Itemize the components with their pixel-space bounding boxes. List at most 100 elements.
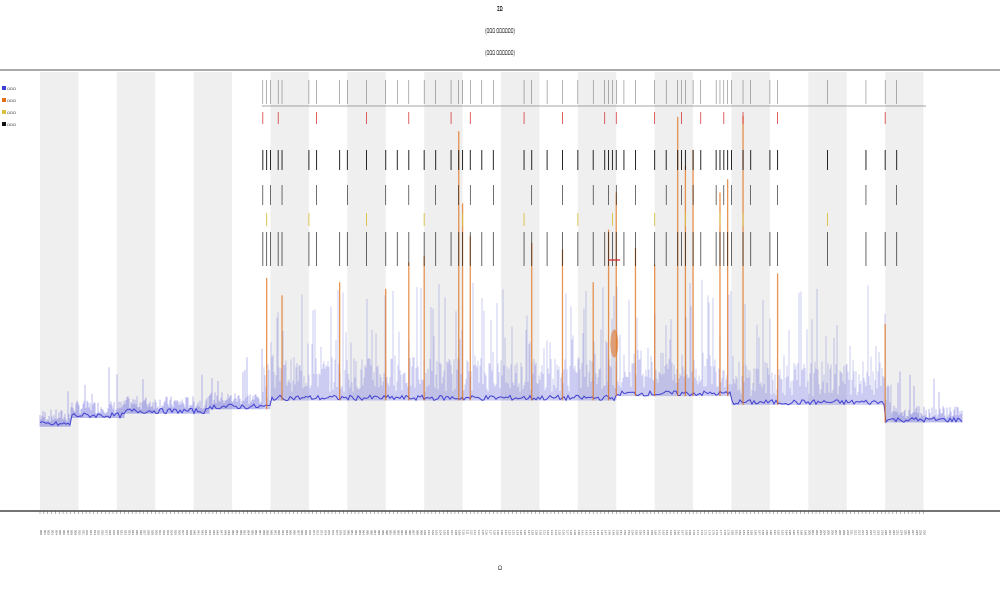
x-tick-label: 023 <box>127 530 131 535</box>
x-tick-label: 054 <box>246 530 250 535</box>
x-tick-label: 162 <box>661 530 665 535</box>
x-tick-label: 141 <box>581 530 585 535</box>
x-tick-label: 124 <box>515 530 519 535</box>
x-tick-label: 017 <box>104 530 108 535</box>
x-tick-label: 014 <box>93 530 97 535</box>
x-tick-label: 140 <box>577 530 581 535</box>
x-tick-label: 018 <box>108 530 112 535</box>
legend-swatch <box>2 86 6 90</box>
x-tick-label: 191 <box>773 530 777 535</box>
x-tick-label: 181 <box>734 530 738 535</box>
x-tick-label: 195 <box>788 530 792 535</box>
legend-swatch <box>2 98 6 102</box>
x-tick-label: 053 <box>243 530 247 535</box>
x-tick-label: 188 <box>761 530 765 535</box>
x-tick-label: 123 <box>512 530 516 535</box>
x-tick-label: 019 <box>112 530 116 535</box>
x-tick-label: 166 <box>677 530 681 535</box>
x-tick-label: 225 <box>903 530 907 535</box>
x-tick-label: 138 <box>569 530 573 535</box>
x-tick-label: 038 <box>185 530 189 535</box>
x-tick-label: 177 <box>719 530 723 535</box>
x-tick-label: 000 <box>39 530 43 535</box>
legend: ΩΩΩ ΩΩΩ ΩΩΩ ΩΩΩ <box>2 82 16 130</box>
x-tick-label: 030 <box>154 530 158 535</box>
x-tick-label: 163 <box>665 530 669 535</box>
x-tick-label: 022 <box>124 530 128 535</box>
x-tick-label: 056 <box>254 530 258 535</box>
x-tick-label: 108 <box>454 530 458 535</box>
x-tick-label: 099 <box>419 530 423 535</box>
x-tick-label: 137 <box>565 530 569 535</box>
x-tick-label: 105 <box>442 530 446 535</box>
chart-title: ΣΩ <box>497 6 503 13</box>
x-tick-label: 029 <box>150 530 154 535</box>
x-tick-label: 079 <box>342 530 346 535</box>
x-tick-label: 196 <box>792 530 796 535</box>
x-tick-label: 059 <box>266 530 270 535</box>
x-tick-label: 104 <box>439 530 443 535</box>
x-tick-label: 004 <box>54 530 58 535</box>
x-tick-label: 185 <box>750 530 754 535</box>
background-band <box>347 72 386 510</box>
x-tick-label: 202 <box>815 530 819 535</box>
x-tick-label: 033 <box>166 530 170 535</box>
x-tick-label: 076 <box>331 530 335 535</box>
x-tick-label: 042 <box>200 530 204 535</box>
x-tick-label: 214 <box>861 530 865 535</box>
x-tick-label: 055 <box>250 530 254 535</box>
chart-subtitle-1: (ΩΩΩ ΩΩΩΩΩΩ) <box>485 28 515 35</box>
x-tick-label: 060 <box>270 530 274 535</box>
x-tick-label: 187 <box>757 530 761 535</box>
x-tick-label: 190 <box>769 530 773 535</box>
x-tick-label: 110 <box>462 530 466 535</box>
x-tick-label: 155 <box>634 530 638 535</box>
x-tick-label: 096 <box>408 530 412 535</box>
x-tick-label: 201 <box>811 530 815 535</box>
x-tick-label: 106 <box>446 530 450 535</box>
x-tick-label: 006 <box>62 530 66 535</box>
x-tick-label: 168 <box>684 530 688 535</box>
x-tick-label: 143 <box>588 530 592 535</box>
x-tick-label: 116 <box>485 530 489 535</box>
x-tick-label: 216 <box>869 530 873 535</box>
x-tick-label: 066 <box>293 530 297 535</box>
x-tick-label: 064 <box>285 530 289 535</box>
x-tick-label: 125 <box>519 530 523 535</box>
legend-swatch <box>2 110 6 114</box>
x-tick-label: 119 <box>496 530 500 535</box>
x-tick-label: 219 <box>880 530 884 535</box>
x-tick-label: 210 <box>846 530 850 535</box>
x-tick-label: 020 <box>116 530 120 535</box>
x-tick-label: 159 <box>650 530 654 535</box>
background-band <box>116 72 156 510</box>
x-tick-label: 111 <box>465 530 469 535</box>
legend-item: ΩΩΩ <box>2 94 16 106</box>
x-tick-label: 085 <box>366 530 370 535</box>
x-tick-label: 133 <box>550 530 554 535</box>
x-tick-label: 094 <box>400 530 404 535</box>
x-tick-label: 170 <box>692 530 696 535</box>
baseline-line <box>39 389 963 427</box>
x-tick-label: 215 <box>865 530 869 535</box>
x-tick-label: 114 <box>477 530 481 535</box>
x-tick-label: 198 <box>800 530 804 535</box>
background-band <box>808 72 847 510</box>
x-tick-label: 118 <box>492 530 496 535</box>
legend-item: ΩΩΩ <box>2 106 16 118</box>
x-tick-label: 130 <box>538 530 542 535</box>
x-tick-label: 037 <box>181 530 185 535</box>
x-tick-label: 122 <box>508 530 512 535</box>
x-tick-label: 086 <box>369 530 373 535</box>
x-tick-label: 048 <box>223 530 227 535</box>
x-tick-label: 175 <box>711 530 715 535</box>
x-tick-label: 057 <box>258 530 262 535</box>
x-tick-label: 103 <box>435 530 439 535</box>
x-tick-label: 156 <box>638 530 642 535</box>
x-tick-label: 069 <box>304 530 308 535</box>
x-tick-label: 150 <box>615 530 619 535</box>
legend-item: ΩΩΩ <box>2 118 16 130</box>
x-tick-label: 078 <box>339 530 343 535</box>
x-tick-label: 090 <box>385 530 389 535</box>
